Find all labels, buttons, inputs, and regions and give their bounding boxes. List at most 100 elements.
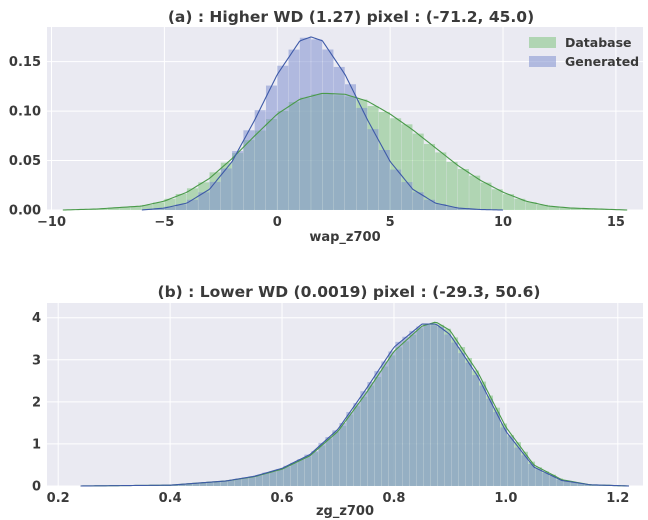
histogram-bar — [232, 151, 244, 210]
panel-a-title: (a) : Higher WD (1.27) pixel : (-71.2, 4… — [168, 8, 534, 26]
y-tick-label: 4 — [32, 311, 41, 326]
histogram-bar — [130, 206, 142, 210]
panel-a-xlabel: wap_z700 — [309, 230, 380, 245]
histogram-bar — [325, 436, 333, 486]
histogram-bar — [333, 66, 345, 210]
histogram-bar — [446, 161, 458, 210]
histogram-bar — [153, 208, 165, 210]
histogram-bar — [234, 478, 242, 486]
histogram-bar — [255, 474, 263, 486]
histogram-bar — [220, 168, 232, 210]
histogram-bar — [491, 189, 503, 210]
histogram-bar — [206, 482, 214, 486]
histogram-bar — [356, 107, 368, 210]
histogram-bar — [412, 133, 424, 210]
x-tick-label: 0.2 — [47, 491, 70, 506]
histogram-bar — [521, 455, 528, 486]
x-tick-label: −10 — [37, 215, 66, 230]
histogram-bar — [367, 129, 379, 210]
histogram-bar — [424, 143, 436, 210]
histogram-bar — [241, 477, 249, 486]
histogram-bar — [451, 342, 459, 486]
histogram-bar — [472, 375, 480, 486]
panel-a-y-ticks: 0.00 0.05 0.10 0.15 — [9, 55, 41, 218]
histogram-bar — [175, 193, 187, 210]
x-tick-label: 15 — [607, 215, 625, 230]
histogram-bar — [479, 385, 487, 486]
y-tick-label: 0.05 — [9, 154, 41, 169]
histogram-bar — [388, 351, 396, 486]
kde-line-database — [62, 92, 628, 211]
histogram-bar — [209, 181, 221, 210]
panel-b-generated-bars — [80, 324, 626, 486]
histogram-bar — [570, 208, 582, 210]
x-tick-label: 1.2 — [606, 491, 629, 506]
histogram-bar — [444, 334, 452, 486]
histogram-bar — [401, 124, 413, 210]
histogram-bar — [507, 436, 514, 486]
histogram-bar — [395, 341, 403, 486]
histogram-bar — [416, 326, 424, 486]
panel-b-title: (b) : Lower WD (0.0019) pixel : (-29.3, … — [158, 283, 541, 301]
x-tick-label: 10 — [494, 215, 512, 230]
histogram-bar — [549, 475, 556, 486]
histogram-bar — [164, 198, 176, 210]
histogram-bar — [153, 202, 165, 210]
histogram-bar — [199, 482, 207, 486]
histogram-bar — [480, 182, 492, 210]
y-tick-label: 3 — [32, 353, 41, 368]
histogram-bar — [346, 411, 354, 486]
histogram-bar — [367, 382, 375, 486]
histogram-bar — [107, 207, 119, 210]
histogram-bar — [297, 459, 305, 486]
histogram-bar — [457, 169, 469, 210]
y-tick-label: 1 — [32, 437, 41, 452]
histogram-bar — [493, 412, 500, 486]
panel-a-kde-curves — [62, 36, 628, 211]
y-tick-label: 0.10 — [9, 105, 41, 120]
histogram-bar — [185, 483, 193, 486]
histogram-bar — [290, 462, 298, 486]
histogram-bar — [514, 447, 521, 486]
histogram-bar — [435, 204, 447, 210]
histogram-bar — [584, 484, 591, 486]
histogram-bar — [500, 427, 507, 486]
x-tick-label: 5 — [386, 215, 395, 230]
histogram-bar — [227, 480, 235, 486]
histogram-bar — [582, 208, 594, 210]
histogram-bar — [141, 204, 153, 210]
histogram-bar — [269, 471, 277, 486]
kde-line-generated — [80, 323, 630, 487]
histogram-bar — [192, 483, 200, 486]
panel-a: (a) : Higher WD (1.27) pixel : (-71.2, 4… — [9, 8, 643, 245]
histogram-bar — [345, 84, 356, 210]
histogram-bar — [213, 481, 221, 486]
panel-a-x-ticks: −10 −5 0 5 10 15 — [37, 215, 625, 230]
histogram-bar — [536, 204, 548, 210]
histogram-bar — [535, 469, 542, 486]
panel-b-kde-curves — [80, 321, 630, 487]
panel-b-grid — [47, 303, 643, 487]
histogram-bar — [178, 484, 186, 486]
histogram-bar — [542, 472, 549, 486]
x-tick-label: −5 — [154, 215, 174, 230]
histogram-bar — [311, 39, 323, 210]
histogram-bar — [353, 403, 361, 486]
legend-label-database: Database — [565, 35, 632, 50]
y-tick-label: 2 — [32, 395, 41, 410]
x-tick-label: 0.6 — [271, 491, 294, 506]
histogram-bar — [430, 325, 438, 486]
panel-b-xlabel: zg_z700 — [316, 504, 374, 519]
histogram-bar — [424, 199, 436, 210]
histogram-bar — [423, 324, 431, 486]
x-tick-label: 0 — [273, 215, 282, 230]
histogram-bar — [254, 110, 266, 210]
histogram-bar — [390, 118, 402, 210]
histogram-bar — [412, 192, 424, 210]
y-tick-label: 0.00 — [9, 204, 41, 219]
histogram-bar — [409, 330, 417, 486]
histogram-bar — [556, 479, 563, 486]
histogram-bar — [304, 454, 312, 486]
histogram-bar — [243, 130, 255, 210]
